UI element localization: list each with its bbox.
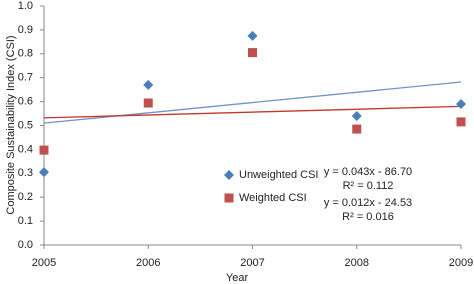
y-axis-title: Composite Sustainability Index (CSI) (5, 35, 17, 214)
annotation: y = 0.012x - 24.53 (324, 197, 412, 209)
y-tick-label: 0.2 (18, 191, 33, 203)
annotation: y = 0.043x - 86.70 (324, 166, 412, 178)
point (456, 98, 466, 109)
annotation: R² = 0.016 (342, 211, 394, 223)
legend-marker (224, 170, 234, 180)
y-tick-label: 0.1 (18, 215, 33, 227)
y-tick-label: 0.8 (18, 48, 33, 60)
point (247, 30, 258, 41)
legend-marker (224, 193, 234, 203)
y-tick-label: 0.9 (18, 24, 33, 36)
annotation: R² = 0.112 (343, 180, 394, 192)
legend-label: Unweighted CSI (239, 169, 319, 181)
y-tick-label: 0.4 (18, 143, 33, 155)
legend-label: Weighted CSI (239, 192, 307, 204)
y-tick-label: 0.6 (18, 96, 33, 108)
y-tick-label: 0.7 (18, 72, 33, 84)
y-tick-label: 0.5 (18, 119, 33, 131)
point (39, 145, 49, 155)
x-tick-label: 2009 (449, 257, 473, 269)
trend-line (43, 81, 462, 124)
point (248, 48, 257, 58)
x-tick-label: 2007 (240, 257, 264, 269)
x-tick-label: 2008 (345, 257, 369, 269)
trend-line (43, 105, 462, 119)
point (351, 110, 362, 121)
x-tick-label: 2006 (136, 257, 160, 269)
point (39, 167, 49, 178)
point (143, 98, 153, 108)
point (143, 79, 154, 90)
point (352, 124, 362, 134)
x-axis-title: Year (226, 272, 249, 284)
y-tick-label: 1.0 (18, 0, 33, 12)
point (456, 117, 466, 127)
y-tick-label: 0.0 (18, 239, 33, 251)
x-tick-label: 2005 (32, 257, 56, 269)
y-tick-label: 0.3 (18, 167, 33, 179)
